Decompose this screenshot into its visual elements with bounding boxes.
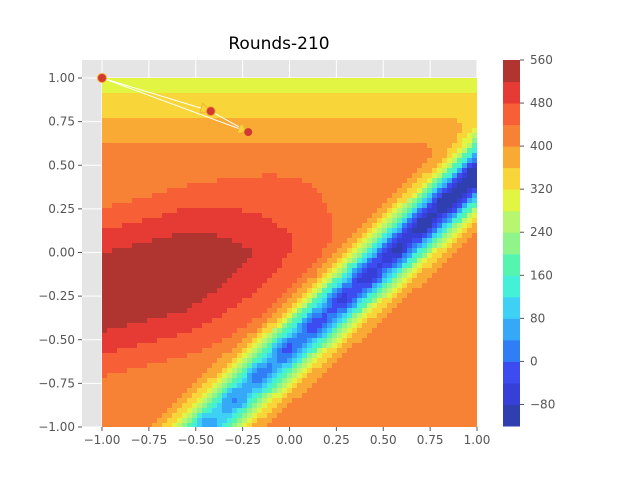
x-axis: −1.00 −0.75 −0.50 −0.25 0.00 0.25 0.50 0.75 1.00 bbox=[84, 427, 491, 447]
colorbar-band bbox=[503, 404, 520, 426]
y-tick-label: −0.25 bbox=[38, 289, 75, 303]
y-tick-label: 0.25 bbox=[48, 202, 75, 216]
colorbar-band bbox=[503, 254, 520, 276]
colorbar-tick-label: 480 bbox=[530, 96, 553, 110]
path-point bbox=[98, 74, 107, 83]
colorbar-band bbox=[503, 340, 520, 362]
y-tick-label: 0.50 bbox=[48, 158, 75, 172]
colorbar-band bbox=[503, 361, 520, 383]
x-tick-label: −0.50 bbox=[177, 433, 214, 447]
colorbar-band bbox=[503, 82, 520, 104]
colorbar-band bbox=[503, 383, 520, 405]
y-tick-label: 0.75 bbox=[48, 115, 75, 129]
chart-title: Rounds-210 bbox=[228, 34, 329, 54]
colorbar-tick-label: 160 bbox=[530, 268, 553, 282]
colorbar-band bbox=[503, 232, 520, 254]
path-point bbox=[206, 107, 215, 116]
colorbar-band bbox=[503, 297, 520, 319]
colorbar-band bbox=[503, 146, 520, 168]
colorbar-tick-label: 400 bbox=[530, 139, 553, 153]
colorbar-band bbox=[503, 211, 520, 233]
colorbar-band bbox=[503, 125, 520, 147]
y-tick-label: −0.50 bbox=[38, 333, 75, 347]
x-tick-label: −0.25 bbox=[224, 433, 261, 447]
x-tick-label: −1.00 bbox=[84, 433, 121, 447]
colorbar-tick-label: −80 bbox=[530, 397, 555, 411]
path-point bbox=[244, 128, 253, 137]
x-tick-label: −0.75 bbox=[130, 433, 167, 447]
x-tick-label: 0.75 bbox=[417, 433, 444, 447]
colorbar-band bbox=[503, 318, 520, 340]
colorbar bbox=[503, 60, 520, 427]
colorbar-ticks: 560 480 400 320 240 160 80 0 −80 bbox=[520, 53, 555, 411]
y-tick-label: −1.00 bbox=[38, 420, 75, 434]
colorbar-tick-label: 240 bbox=[530, 225, 553, 239]
colorbar-tick-label: 320 bbox=[530, 182, 553, 196]
x-tick-label: 0.50 bbox=[370, 433, 397, 447]
y-tick-label: 0.00 bbox=[48, 246, 75, 260]
colorbar-band bbox=[503, 168, 520, 190]
colorbar-band bbox=[503, 275, 520, 297]
colorbar-tick-label: 560 bbox=[530, 53, 553, 67]
colorbar-band bbox=[503, 60, 520, 82]
x-tick-label: 0.25 bbox=[323, 433, 350, 447]
colorbar-band bbox=[503, 103, 520, 125]
x-tick-label: 1.00 bbox=[464, 433, 491, 447]
x-tick-label: 0.00 bbox=[276, 433, 303, 447]
y-tick-label: 1.00 bbox=[48, 71, 75, 85]
colorbar-band bbox=[503, 189, 520, 211]
colorbar-tick-label: 80 bbox=[530, 311, 545, 325]
y-tick-label: −0.75 bbox=[38, 376, 75, 390]
contour-fill bbox=[102, 78, 477, 427]
y-axis: 1.00 0.75 0.50 0.25 0.00 −0.25 −0.50 −0.75 −1.00 bbox=[38, 71, 82, 434]
colorbar-tick-label: 0 bbox=[530, 354, 538, 368]
